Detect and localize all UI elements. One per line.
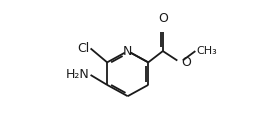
- Text: O: O: [158, 12, 168, 25]
- Text: N: N: [123, 45, 132, 58]
- Text: Cl: Cl: [78, 42, 90, 55]
- Text: H₂N: H₂N: [66, 68, 90, 81]
- Text: CH₃: CH₃: [196, 46, 217, 56]
- Text: O: O: [181, 56, 191, 69]
